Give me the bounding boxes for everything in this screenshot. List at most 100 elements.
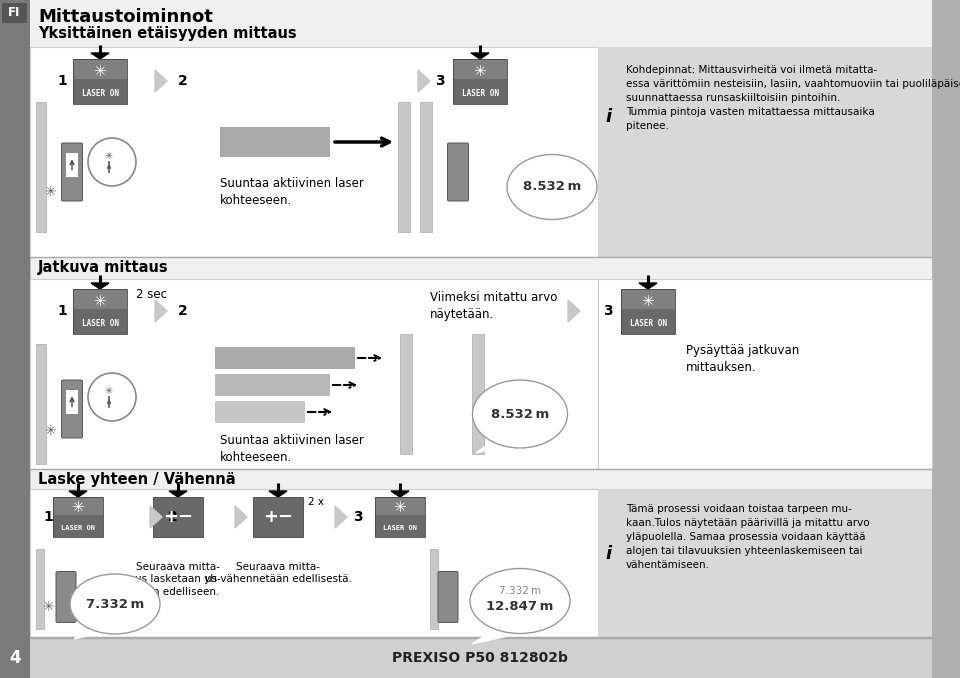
Text: 8.532 m: 8.532 m	[523, 180, 581, 193]
Text: ✳: ✳	[473, 64, 487, 79]
FancyBboxPatch shape	[598, 47, 932, 257]
Polygon shape	[150, 506, 162, 528]
Text: 1: 1	[58, 304, 67, 318]
Text: LASER ON: LASER ON	[82, 319, 118, 328]
FancyBboxPatch shape	[30, 257, 932, 279]
FancyBboxPatch shape	[61, 143, 83, 201]
FancyBboxPatch shape	[73, 289, 127, 309]
FancyBboxPatch shape	[153, 497, 203, 537]
Text: 12.847 m: 12.847 m	[487, 601, 554, 614]
Text: Mittaustoiminnot: Mittaustoiminnot	[38, 8, 213, 26]
Polygon shape	[235, 506, 247, 528]
Text: 2: 2	[168, 510, 178, 524]
FancyBboxPatch shape	[61, 380, 83, 438]
Ellipse shape	[70, 574, 160, 634]
FancyBboxPatch shape	[447, 143, 468, 201]
FancyBboxPatch shape	[73, 79, 127, 104]
FancyBboxPatch shape	[400, 334, 412, 454]
Text: Yksittäinen etäisyyden mittaus: Yksittäinen etäisyyden mittaus	[38, 26, 297, 41]
Text: Kohdepinnat: Mittausvirheitä voi ilmetä mitatta-
essa värittömiin nesteisiin, la: Kohdepinnat: Mittausvirheitä voi ilmetä …	[626, 65, 960, 131]
Text: ✳: ✳	[44, 424, 56, 438]
Text: 2: 2	[179, 74, 188, 88]
Text: 2: 2	[179, 304, 188, 318]
Polygon shape	[639, 283, 657, 289]
FancyBboxPatch shape	[36, 344, 46, 464]
FancyBboxPatch shape	[453, 59, 507, 79]
FancyBboxPatch shape	[932, 0, 960, 678]
Circle shape	[88, 373, 136, 421]
Text: i: i	[605, 108, 612, 126]
Text: ✳: ✳	[42, 600, 54, 614]
Text: Laske yhteen / Vähennä: Laske yhteen / Vähennä	[38, 472, 235, 487]
FancyBboxPatch shape	[36, 102, 46, 232]
Text: FI: FI	[9, 7, 21, 20]
Text: 8.532 m: 8.532 m	[491, 407, 549, 420]
Circle shape	[88, 138, 136, 186]
FancyBboxPatch shape	[30, 47, 598, 257]
Text: ✳: ✳	[44, 185, 56, 199]
Text: LASER ON: LASER ON	[61, 525, 95, 531]
Text: Tämä prosessi voidaan toistaa tarpeen mu-
kaan.Tulos näytetään päärivillä ja mit: Tämä prosessi voidaan toistaa tarpeen mu…	[626, 504, 870, 570]
FancyBboxPatch shape	[420, 102, 432, 232]
FancyBboxPatch shape	[375, 515, 425, 537]
Text: Jatkuva mittaus: Jatkuva mittaus	[38, 260, 169, 275]
FancyBboxPatch shape	[375, 497, 425, 515]
Polygon shape	[476, 437, 512, 453]
FancyBboxPatch shape	[220, 127, 330, 157]
Text: 3: 3	[353, 510, 363, 524]
Polygon shape	[74, 625, 105, 639]
Polygon shape	[568, 300, 580, 322]
Text: Seuraava mitta-
us lasketaan yh-
teen edelliseen.: Seuraava mitta- us lasketaan yh- teen ed…	[135, 562, 221, 597]
Polygon shape	[155, 300, 167, 322]
Text: +: +	[163, 508, 179, 526]
Polygon shape	[91, 283, 109, 289]
FancyBboxPatch shape	[0, 638, 30, 678]
Polygon shape	[391, 491, 409, 497]
Text: −: −	[277, 508, 293, 526]
Text: Seuraava mitta-
us vähennetään edellisestä.: Seuraava mitta- us vähennetään edellises…	[204, 562, 351, 584]
FancyBboxPatch shape	[0, 0, 30, 678]
Text: LASER ON: LASER ON	[462, 89, 498, 98]
FancyBboxPatch shape	[453, 79, 507, 104]
FancyBboxPatch shape	[438, 572, 458, 622]
Text: ✳: ✳	[105, 151, 113, 161]
FancyBboxPatch shape	[621, 289, 675, 309]
Text: 4: 4	[10, 649, 21, 667]
Polygon shape	[471, 53, 489, 59]
Text: 1: 1	[43, 510, 53, 524]
Ellipse shape	[507, 155, 597, 220]
Text: 7.332 m: 7.332 m	[499, 586, 541, 596]
Text: Suuntaa aktiivinen laser
kohteeseen.: Suuntaa aktiivinen laser kohteeseen.	[220, 434, 364, 464]
Ellipse shape	[472, 380, 567, 448]
FancyBboxPatch shape	[2, 3, 27, 23]
Text: 2 x: 2 x	[308, 497, 324, 507]
FancyBboxPatch shape	[472, 334, 484, 454]
Text: ✳: ✳	[72, 500, 84, 515]
FancyBboxPatch shape	[66, 389, 78, 414]
Text: LASER ON: LASER ON	[383, 525, 417, 531]
Text: ✳: ✳	[94, 294, 107, 308]
Polygon shape	[269, 491, 287, 497]
FancyBboxPatch shape	[30, 469, 932, 489]
Polygon shape	[69, 491, 87, 497]
FancyBboxPatch shape	[73, 309, 127, 334]
Text: Viimeksi mitattu arvo
näytetään.: Viimeksi mitattu arvo näytetään.	[430, 291, 558, 321]
Text: 2 sec: 2 sec	[136, 289, 167, 302]
Text: +: +	[263, 508, 278, 526]
Ellipse shape	[470, 568, 570, 633]
FancyBboxPatch shape	[30, 279, 598, 469]
Polygon shape	[418, 70, 430, 92]
FancyBboxPatch shape	[36, 549, 44, 629]
Text: ✳: ✳	[105, 386, 113, 396]
Text: 3: 3	[603, 304, 612, 318]
FancyBboxPatch shape	[430, 549, 438, 629]
FancyBboxPatch shape	[398, 102, 410, 232]
Text: ✳: ✳	[641, 294, 655, 308]
FancyBboxPatch shape	[215, 347, 355, 369]
FancyBboxPatch shape	[621, 309, 675, 334]
Text: 1: 1	[58, 74, 67, 88]
Text: ✳: ✳	[394, 500, 406, 515]
FancyBboxPatch shape	[53, 515, 103, 537]
FancyBboxPatch shape	[30, 489, 598, 637]
Text: PREXISO P50 812802b: PREXISO P50 812802b	[392, 651, 568, 665]
